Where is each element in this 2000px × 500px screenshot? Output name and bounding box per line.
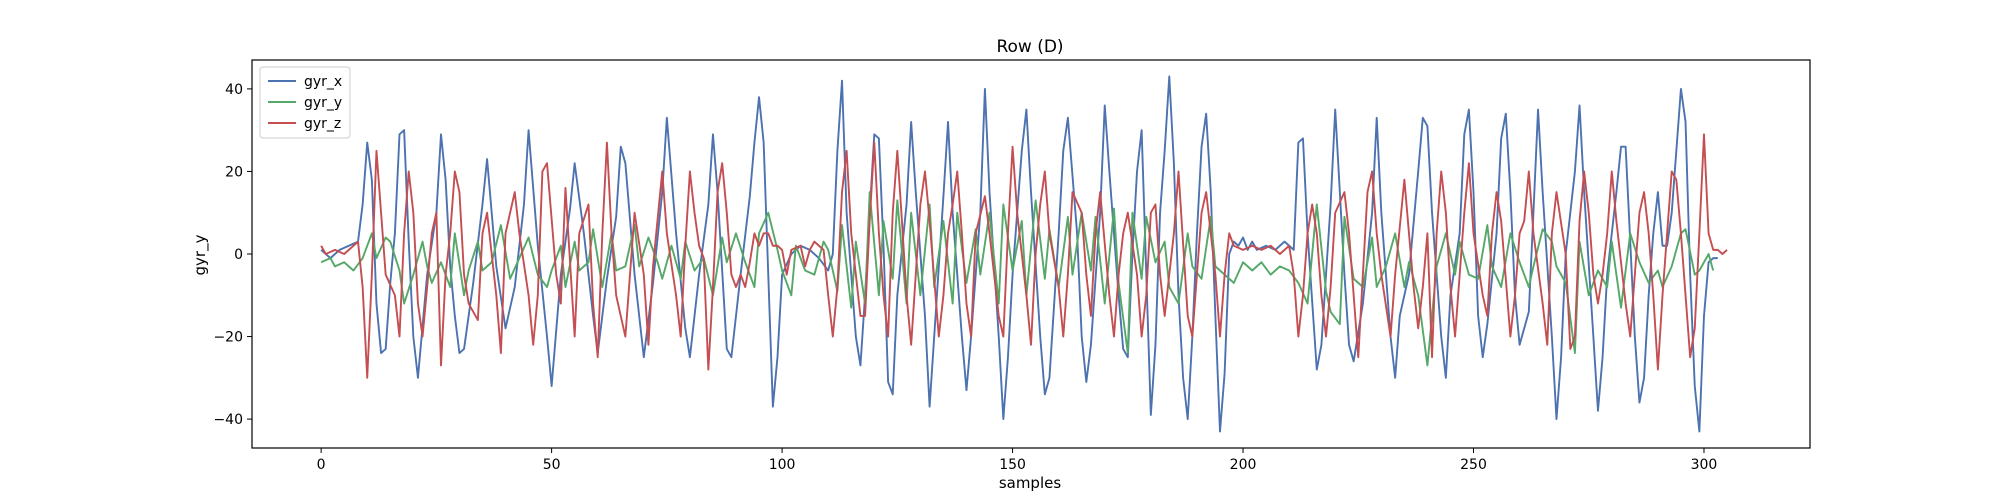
x-tick-label: 150 — [999, 457, 1026, 473]
legend-label-gyr_y: gyr_y — [304, 95, 342, 111]
x-axis-label: samples — [999, 474, 1062, 492]
y-tick-label: −40 — [213, 412, 243, 428]
plot-area: 0 50 100 150 200 250 300 −40 −20 0 20 40 — [213, 59, 1811, 473]
y-axis-label: gyr_y — [191, 234, 210, 275]
y-tick-label: 0 — [234, 247, 243, 263]
x-tick-label: 100 — [769, 457, 796, 473]
x-tick-label: 250 — [1460, 457, 1487, 473]
chart-title: Row (D) — [996, 37, 1063, 57]
legend-label-gyr_z: gyr_z — [304, 116, 341, 132]
legend-label-gyr_x: gyr_x — [304, 74, 342, 90]
y-tick-label: 20 — [225, 164, 243, 180]
series-line-gyr_z — [320, 133, 1728, 379]
x-tick-label: 0 — [317, 457, 326, 473]
x-tick-label: 200 — [1230, 457, 1257, 473]
x-tick-label: 50 — [543, 457, 561, 473]
legend: gyr_x gyr_y gyr_z — [259, 66, 351, 139]
y-tick-label: 40 — [225, 82, 243, 98]
series-line-gyr_x — [320, 75, 1718, 433]
y-tick-label: −20 — [213, 330, 243, 346]
legend-box — [259, 66, 351, 139]
x-tick-label: 300 — [1691, 457, 1718, 473]
